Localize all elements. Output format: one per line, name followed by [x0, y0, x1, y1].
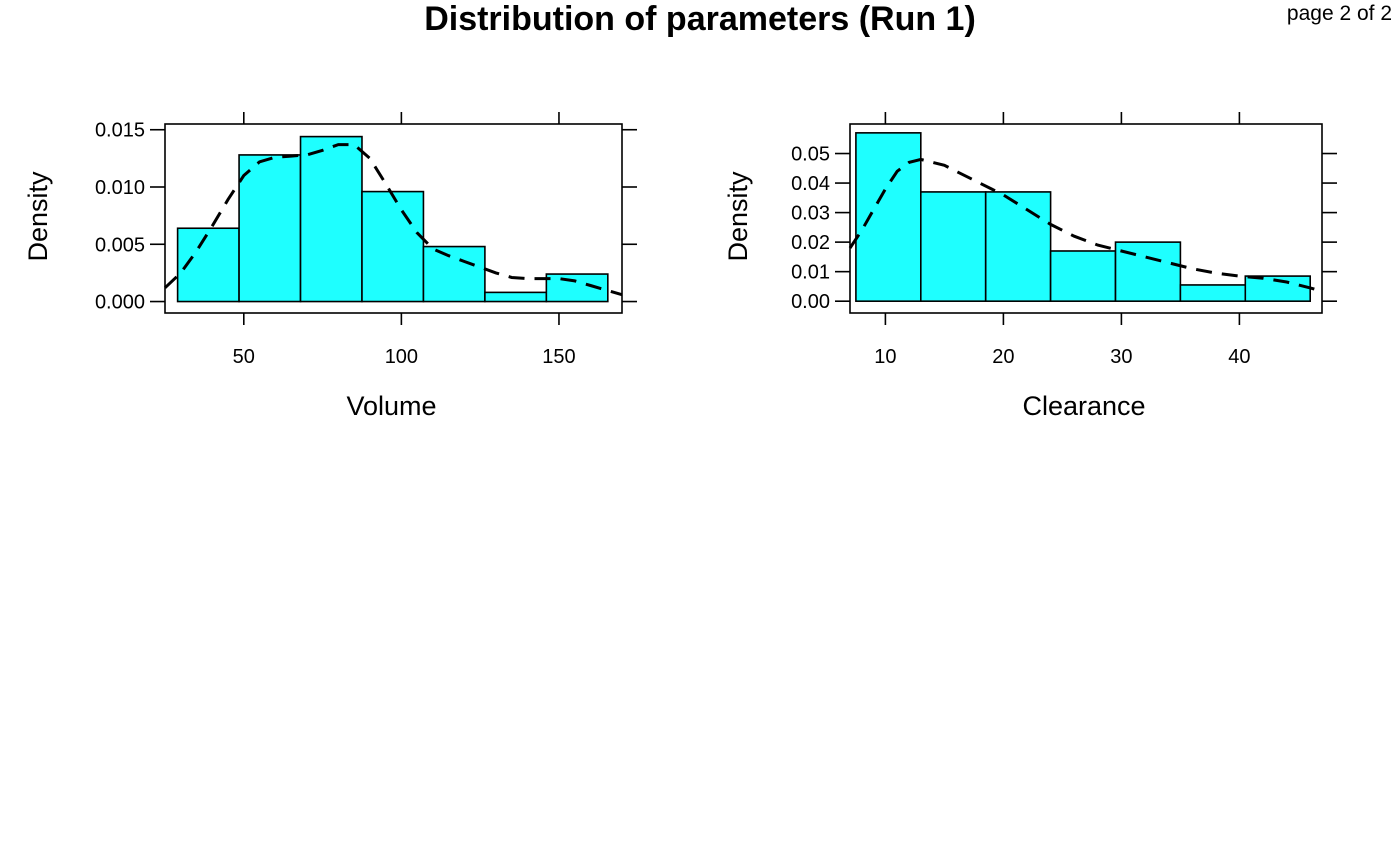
clearance-bar-4 [1049, 250, 1117, 302]
clearance-bar-6 [1179, 284, 1247, 302]
clearance-y-tick-label: 0.00 [791, 291, 830, 313]
volume-bar-4 [361, 190, 425, 303]
clearance-x-tick-label: 10 [874, 346, 896, 368]
clearance-y-tick-label: 0.05 [791, 144, 830, 166]
clearance-x-axis-label: Clearance [1022, 391, 1145, 421]
volume-y-tick-label: 0.015 [95, 120, 145, 142]
volume-bar-6 [484, 291, 548, 303]
volume-density-curve [163, 143, 623, 297]
volume-y-tick-label: 0.010 [95, 177, 145, 199]
clearance-histogram-panel: 10 20 30 40 0.00 0.01 0.02 0.03 0.04 0.05 Clearanc… [723, 112, 1337, 421]
clearance-x-tick-label: 20 [992, 346, 1014, 368]
volume-y-tick-label: 0.005 [95, 234, 145, 256]
volume-x-tick-label: 100 [385, 346, 418, 368]
clearance-density-curve [848, 157, 1323, 293]
page-title: Distribution of parameters (Run 1) [424, 0, 976, 38]
clearance-bar-1 [855, 132, 922, 302]
clearance-y-tick-label: 0.04 [791, 173, 830, 195]
volume-bar-5 [422, 245, 486, 303]
clearance-x-tick-label: 40 [1228, 346, 1250, 368]
volume-panel-frame [164, 123, 623, 314]
clearance-y-tick-label: 0.03 [791, 203, 830, 225]
clearance-y-tick-label: 0.02 [791, 232, 830, 254]
clearance-y-axis-label: Density [723, 171, 753, 262]
volume-y-axis-label: Density [23, 171, 53, 262]
clearance-bar-2 [919, 191, 987, 302]
volume-x-tick-label: 150 [542, 346, 575, 368]
clearance-panel-frame [849, 123, 1323, 314]
volume-bar-3 [299, 135, 363, 303]
clearance-x-tick-label: 30 [1110, 346, 1132, 368]
volume-x-axis-label: Volume [346, 391, 436, 421]
clearance-y-tick-label: 0.01 [791, 262, 830, 284]
page-label: page 2 of 2 [1287, 2, 1392, 25]
volume-x-tick-label: 50 [233, 346, 255, 368]
volume-y-tick-label: 0.000 [95, 292, 145, 314]
volume-histogram-panel: 50 100 150 0.000 0.005 0.010 0.015 Volume Densit… [23, 112, 637, 421]
clearance-bar-3 [984, 191, 1052, 302]
volume-bar-2 [238, 154, 302, 303]
